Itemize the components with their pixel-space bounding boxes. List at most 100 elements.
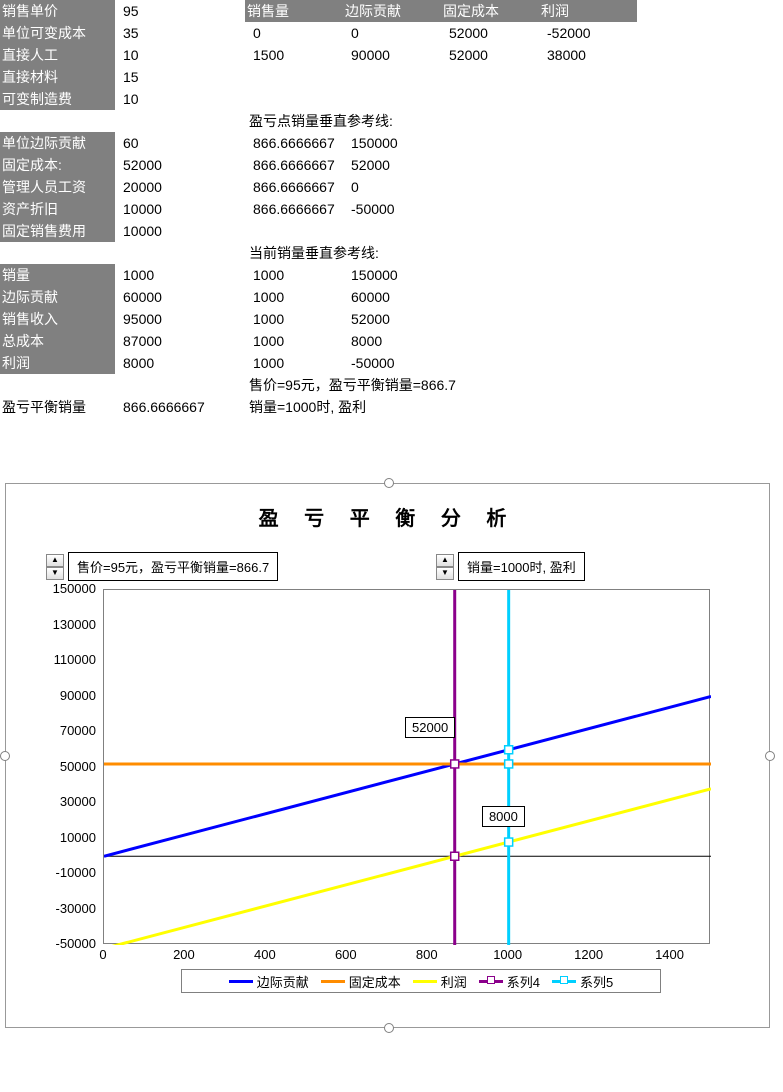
label-qty: 销量 <box>0 264 115 286</box>
y-tick-label: 70000 <box>26 723 96 738</box>
spinner-down-icon[interactable]: ▼ <box>436 567 454 580</box>
selection-handle[interactable] <box>0 751 10 761</box>
spinner-up-icon[interactable]: ▲ <box>436 554 454 567</box>
summary2: 销量=1000时, 盈利 <box>245 396 366 418</box>
value-fixedcost: 52000 <box>115 154 245 176</box>
legend-item: 利润 <box>413 972 467 991</box>
cell-s: 866.6666667 <box>245 176 343 198</box>
value-profit: 8000 <box>115 352 245 374</box>
cell-t: 1000 <box>245 264 343 286</box>
label-breakeven: 盈亏平衡销量 <box>0 396 115 418</box>
cell-d: 52000 <box>441 22 539 44</box>
data-table: 销售单价 95 销售量 边际贡献 固定成本 利润 单位可变成本 35 0 0 5… <box>0 0 783 418</box>
value-mgmt: 20000 <box>115 176 245 198</box>
selection-handle[interactable] <box>384 478 394 488</box>
legend-swatch <box>552 980 576 983</box>
cell-s: 866.6666667 <box>245 154 343 176</box>
value-fixedsales: 10000 <box>115 220 245 242</box>
chart-object[interactable]: 盈 亏 平 衡 分 析 ▲ ▼ 售价=95元，盈亏平衡销量=866.7 ▲ ▼ … <box>5 483 770 1028</box>
x-tick-label: 600 <box>326 947 366 962</box>
legend-swatch <box>229 980 253 983</box>
label-contrib: 边际贡献 <box>0 286 115 308</box>
selection-handle[interactable] <box>765 751 775 761</box>
spin1-label: 售价=95元，盈亏平衡销量=866.7 <box>68 552 278 581</box>
spinner-up-icon[interactable]: ▲ <box>46 554 64 567</box>
cell-t: 150000 <box>343 264 473 286</box>
legend-swatch <box>413 980 437 983</box>
cell-t: 52000 <box>343 308 473 330</box>
col-header-2: 固定成本 <box>441 0 539 22</box>
x-tick-label: 800 <box>407 947 447 962</box>
chart-title: 盈 亏 平 衡 分 析 <box>6 502 769 531</box>
cell-t: 1000 <box>245 352 343 374</box>
y-tick-label: 90000 <box>26 688 96 703</box>
x-tick-label: 1200 <box>569 947 609 962</box>
cell-s: 866.6666667 <box>245 198 343 220</box>
legend-label: 边际贡献 <box>257 972 309 991</box>
label-profit: 利润 <box>0 352 115 374</box>
spin2-label: 销量=1000时, 盈利 <box>458 552 585 581</box>
value-qty: 1000 <box>115 264 245 286</box>
value-margin: 60 <box>115 132 245 154</box>
plot-area <box>103 589 710 944</box>
label-totalcost: 总成本 <box>0 330 115 352</box>
value-depr: 10000 <box>115 198 245 220</box>
section2-title: 当前销量垂直参考线: <box>245 242 525 264</box>
label-price: 销售单价 <box>0 0 115 22</box>
y-tick-label: 30000 <box>26 794 96 809</box>
y-tick-label: -30000 <box>26 901 96 916</box>
spinner-control[interactable]: ▲ ▼ <box>46 554 64 580</box>
spinner-down-icon[interactable]: ▼ <box>46 567 64 580</box>
label-labor: 直接人工 <box>0 44 115 66</box>
value-varmfg: 10 <box>115 88 245 110</box>
label-fixedsales: 固定销售费用 <box>0 220 115 242</box>
cell-s: 150000 <box>343 132 473 154</box>
value-varcost: 35 <box>115 22 245 44</box>
spinner-control[interactable]: ▲ ▼ <box>436 554 454 580</box>
cell-d: 0 <box>343 22 441 44</box>
legend-label: 系列5 <box>580 972 613 991</box>
label-revenue: 销售收入 <box>0 308 115 330</box>
legend-label: 系列4 <box>507 972 540 991</box>
legend-swatch <box>479 980 503 983</box>
value-material: 15 <box>115 66 245 88</box>
label-fixedcost: 固定成本: <box>0 154 115 176</box>
label-material: 直接材料 <box>0 66 115 88</box>
cell-s: 0 <box>343 176 473 198</box>
legend-item: 边际贡献 <box>229 972 309 991</box>
value-breakeven: 866.6666667 <box>115 396 245 418</box>
label-varcost: 单位可变成本 <box>0 22 115 44</box>
legend-item: 系列4 <box>479 972 540 991</box>
x-tick-label: 0 <box>83 947 123 962</box>
label-varmfg: 可变制造费 <box>0 88 115 110</box>
value-contrib: 60000 <box>115 286 245 308</box>
y-tick-label: -10000 <box>26 865 96 880</box>
cell-d: -52000 <box>539 22 637 44</box>
value-labor: 10 <box>115 44 245 66</box>
cell-t: 1000 <box>245 308 343 330</box>
value-revenue: 95000 <box>115 308 245 330</box>
spinner-qty: ▲ ▼ 销量=1000时, 盈利 <box>436 552 585 581</box>
summary1: 售价=95元，盈亏平衡销量=866.7 <box>245 374 456 396</box>
x-tick-label: 200 <box>164 947 204 962</box>
cell-t: 1000 <box>245 286 343 308</box>
legend-item: 固定成本 <box>321 972 401 991</box>
cell-s: 52000 <box>343 154 473 176</box>
col-header-3: 利润 <box>539 0 637 22</box>
cell-t: -50000 <box>343 352 473 374</box>
cell-d: 90000 <box>343 44 441 66</box>
selection-handle[interactable] <box>384 1023 394 1033</box>
cell-t: 8000 <box>343 330 473 352</box>
x-tick-label: 1400 <box>650 947 690 962</box>
plot-svg <box>104 590 711 945</box>
label-mgmt: 管理人员工资 <box>0 176 115 198</box>
col-header-1: 边际贡献 <box>343 0 441 22</box>
label-depr: 资产折旧 <box>0 198 115 220</box>
legend-label: 固定成本 <box>349 972 401 991</box>
cell-d: 0 <box>245 22 343 44</box>
y-tick-label: 130000 <box>26 617 96 632</box>
cell-d: 38000 <box>539 44 637 66</box>
value-totalcost: 87000 <box>115 330 245 352</box>
cell-s: 866.6666667 <box>245 132 343 154</box>
y-tick-label: 150000 <box>26 581 96 596</box>
